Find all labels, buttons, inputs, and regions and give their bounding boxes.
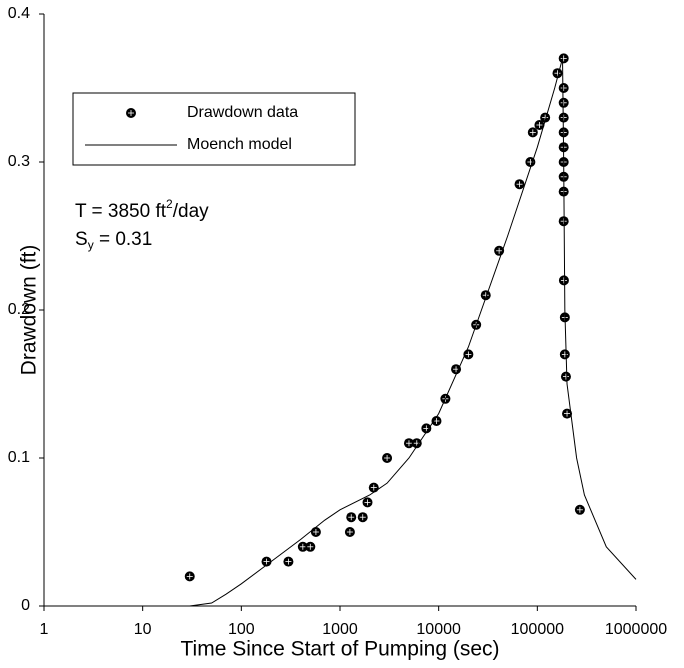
legend-label: Drawdown data <box>187 104 298 121</box>
annotation-part: /day <box>173 201 209 222</box>
data-point <box>558 53 569 64</box>
y-tick-label: 0.3 <box>8 153 30 170</box>
data-point <box>283 556 294 567</box>
y-tick-label: 0 <box>21 597 30 614</box>
data-point <box>431 416 442 426</box>
annotation: T = 3850 ft2/day <box>75 197 209 222</box>
x-tick-label: 1000 <box>322 621 358 638</box>
data-point <box>560 371 571 382</box>
data-point <box>344 527 355 537</box>
data-point <box>480 290 491 301</box>
annotation-part: T = 3850 ft <box>75 201 167 222</box>
x-tick-label: 10000 <box>416 621 461 638</box>
data-point <box>261 556 272 567</box>
legend-marker <box>126 108 136 118</box>
data-point <box>558 97 569 108</box>
model-line <box>44 58 637 607</box>
data-point <box>310 527 321 537</box>
data-point <box>382 453 393 463</box>
y-tick-label: 0.1 <box>8 449 30 466</box>
data-point <box>562 408 573 419</box>
annotation-part: 2 <box>166 197 173 211</box>
data-point <box>346 512 357 523</box>
y-tick-label: 0.2 <box>8 301 30 318</box>
data-point <box>305 541 316 552</box>
legend-label: Moench model <box>187 136 292 153</box>
data-point <box>514 179 525 190</box>
annotation-part: = 0.31 <box>94 229 153 250</box>
annotation: Sy = 0.31 <box>75 229 152 252</box>
data-point <box>574 504 585 515</box>
data-point <box>558 83 569 93</box>
data-point <box>552 68 563 79</box>
x-tick-label: 100000 <box>511 621 564 638</box>
data-point <box>559 349 570 360</box>
data-point <box>534 120 545 130</box>
data-point <box>558 275 569 286</box>
data-point <box>357 512 368 523</box>
y-tick-label: 0.4 <box>8 5 30 22</box>
data-point <box>297 541 308 552</box>
annotation-part: y <box>88 238 94 252</box>
x-axis-title: Time Since Start of Pumping (sec) <box>181 638 500 661</box>
legend-box <box>72 92 356 166</box>
y-axis-title: Drawdown (ft) <box>18 245 41 376</box>
data-point <box>184 571 195 582</box>
x-tick-label: 10 <box>134 621 152 638</box>
data-point <box>403 438 414 449</box>
x-tick-label: 1 <box>40 621 49 638</box>
data-point <box>527 127 538 138</box>
data-point <box>368 482 379 493</box>
x-tick-label: 1000000 <box>605 621 667 638</box>
data-point <box>362 497 373 508</box>
x-tick-label: 100 <box>228 621 255 638</box>
annotation-part: S <box>75 229 88 250</box>
